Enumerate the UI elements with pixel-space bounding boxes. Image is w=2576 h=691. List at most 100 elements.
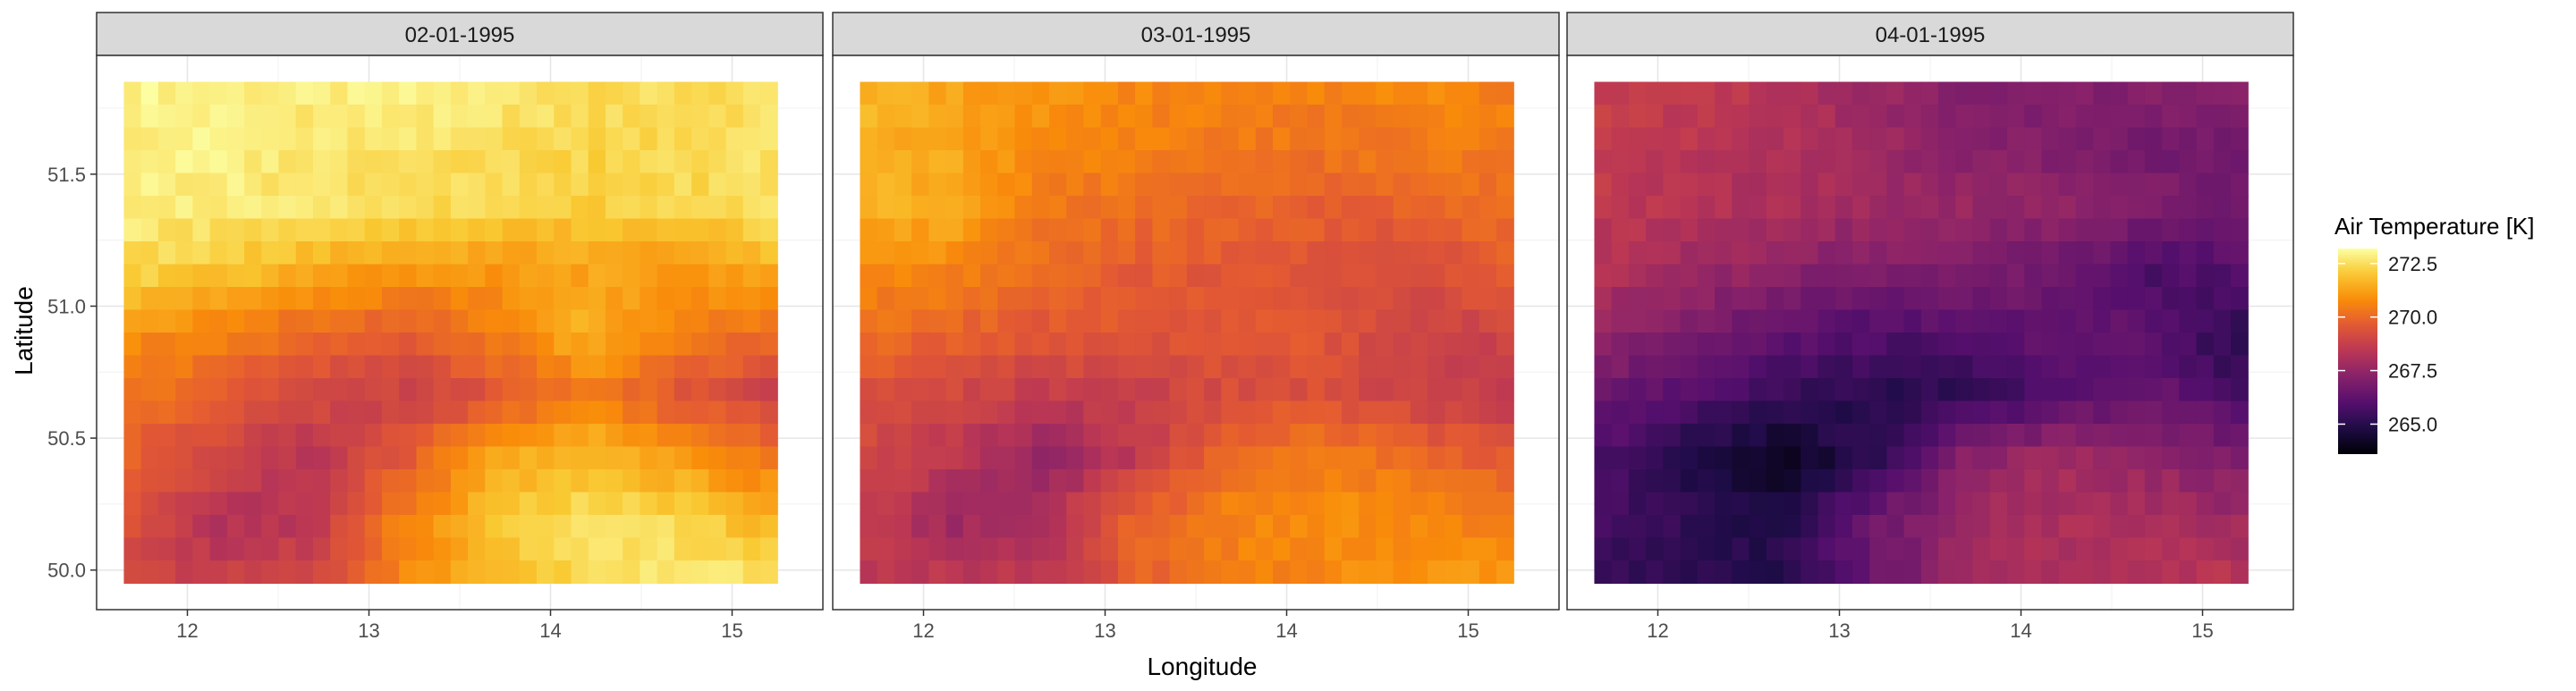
- heatmap-tile: [1818, 514, 1836, 539]
- heatmap-tile: [1646, 287, 1664, 311]
- heatmap-tile: [1646, 446, 1664, 470]
- heatmap-tile: [2162, 514, 2180, 539]
- heatmap-tile: [2162, 264, 2180, 288]
- heatmap-tile: [1376, 468, 1394, 493]
- legend-break-label: 272.5: [2388, 253, 2437, 275]
- heatmap-tile: [1801, 355, 1819, 379]
- heatmap-tile: [1428, 105, 1445, 129]
- heatmap-tile: [244, 81, 262, 105]
- heatmap-tile: [1732, 560, 1750, 585]
- heatmap-tile: [691, 492, 709, 516]
- heatmap-tile: [588, 446, 606, 470]
- heatmap-tile: [1186, 105, 1205, 129]
- heatmap-tile: [1152, 150, 1171, 174]
- heatmap-tile: [1290, 333, 1309, 357]
- heatmap-tile: [1663, 241, 1682, 265]
- heatmap-tile: [997, 241, 1016, 265]
- heatmap-tile: [1886, 333, 1905, 357]
- heatmap-tile: [1255, 468, 1274, 493]
- heatmap-tile: [1989, 105, 2008, 129]
- heatmap-tile: [1955, 492, 1974, 516]
- heatmap-tile: [1784, 81, 1801, 105]
- heatmap-tile: [760, 127, 778, 151]
- heatmap-tile: [623, 492, 640, 516]
- heatmap-tile: [1903, 514, 1922, 539]
- heatmap-tile: [1955, 378, 1974, 402]
- heatmap-tile: [1680, 400, 1699, 425]
- heatmap-tile: [1972, 127, 1991, 151]
- heatmap-tile: [1766, 218, 1784, 242]
- heatmap-tile: [2179, 218, 2198, 242]
- facet-strip: [1566, 12, 2294, 56]
- heatmap-tile: [2144, 196, 2163, 220]
- heatmap-tile: [1920, 333, 1939, 357]
- heatmap-tile: [1680, 514, 1699, 539]
- heatmap-tile: [1886, 446, 1905, 470]
- heatmap-tile: [347, 514, 366, 539]
- heatmap-tile: [1410, 218, 1428, 242]
- heatmap-tile: [1307, 309, 1326, 333]
- heatmap-tile: [140, 333, 159, 357]
- heatmap-tile: [1462, 378, 1480, 402]
- heatmap-tile: [1594, 196, 1613, 220]
- heatmap-tile: [1117, 196, 1136, 220]
- heatmap-tile: [1938, 196, 1956, 220]
- heatmap-tile: [1835, 355, 1853, 379]
- heatmap-tile: [2213, 150, 2232, 174]
- heatmap-tile: [997, 423, 1016, 448]
- heatmap-tile: [123, 468, 142, 493]
- heatmap-tile: [1646, 173, 1664, 197]
- heatmap-tile: [911, 309, 929, 333]
- heatmap-tile: [1083, 218, 1102, 242]
- heatmap-tile: [571, 514, 589, 539]
- heatmap-tile: [2196, 81, 2215, 105]
- heatmap-tile: [1428, 468, 1445, 493]
- heatmap-tile: [261, 446, 280, 470]
- heatmap-tile: [502, 378, 521, 402]
- heatmap-tile: [1049, 492, 1067, 516]
- heatmap-tile: [1818, 309, 1836, 333]
- heatmap-tile: [244, 537, 262, 561]
- heatmap-tile: [313, 150, 331, 174]
- heatmap-tile: [1169, 309, 1188, 333]
- heatmap-tile: [2075, 468, 2094, 493]
- heatmap-tile: [657, 150, 675, 174]
- heatmap-tile: [1221, 218, 1240, 242]
- heatmap-tile: [911, 150, 929, 174]
- heatmap-tile: [416, 173, 435, 197]
- heatmap-tile: [1255, 173, 1274, 197]
- heatmap-tile: [1100, 423, 1119, 448]
- heatmap-tile: [2162, 81, 2180, 105]
- heatmap-tile: [1818, 196, 1836, 220]
- heatmap-tile: [1496, 105, 1514, 129]
- heatmap-tile: [226, 196, 245, 220]
- heatmap-tile: [244, 400, 262, 425]
- heatmap-tile: [1359, 537, 1377, 561]
- heatmap-tile: [2179, 127, 2198, 151]
- heatmap-tile: [674, 446, 692, 470]
- heatmap-tile: [2162, 218, 2180, 242]
- heatmap-tile: [1445, 241, 1463, 265]
- heatmap-tile: [1697, 173, 1716, 197]
- heatmap-tile: [911, 241, 929, 265]
- heatmap-tile: [1169, 423, 1188, 448]
- heatmap-tile: [399, 173, 417, 197]
- heatmap-tile: [1255, 218, 1274, 242]
- legend-colorbar: [2338, 249, 2377, 454]
- heatmap-tile: [399, 537, 417, 561]
- heatmap-tile: [399, 514, 417, 539]
- heatmap-tile: [1100, 446, 1119, 470]
- heatmap-tile: [1801, 560, 1819, 585]
- heatmap-tile: [894, 218, 912, 242]
- heatmap-tile: [2162, 446, 2180, 470]
- heatmap-tile: [2024, 378, 2043, 402]
- heatmap-tile: [1324, 218, 1343, 242]
- heatmap-tile: [1886, 309, 1905, 333]
- heatmap-tile: [2058, 105, 2077, 129]
- heatmap-tile: [605, 264, 623, 288]
- heatmap-tile: [1903, 423, 1922, 448]
- heatmap-tile: [1031, 196, 1050, 220]
- heatmap-tile: [1594, 264, 1613, 288]
- heatmap-tile: [1784, 127, 1801, 151]
- heatmap-tile: [945, 446, 964, 470]
